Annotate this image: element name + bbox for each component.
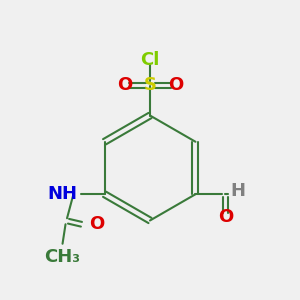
Text: O: O [88,215,104,233]
Text: O: O [117,76,132,94]
Text: O: O [218,208,233,226]
Text: O: O [168,76,183,94]
Text: NH: NH [47,185,77,203]
Text: H: H [230,182,245,200]
Text: S: S [143,76,157,94]
Text: Cl: Cl [140,51,160,69]
Text: CH₃: CH₃ [44,248,80,266]
